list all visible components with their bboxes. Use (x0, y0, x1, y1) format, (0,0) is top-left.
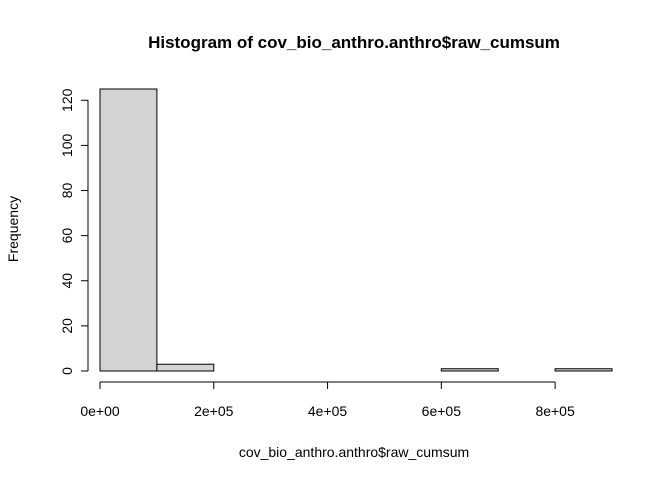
histogram-bar (440, 368, 499, 372)
x-axis: 0e+00 2e+05 4e+05 6e+05 8e+05 (80, 381, 575, 419)
x-tick-label: 0e+00 (80, 403, 120, 419)
x-tick-label: 4e+05 (308, 403, 348, 419)
y-axis: 0 20 40 60 80 100 120 (59, 88, 89, 375)
y-axis-label: Frequency (5, 196, 21, 262)
y-tick-label: 0 (59, 367, 75, 375)
bars-group (99, 88, 613, 372)
histogram-bar (99, 88, 158, 372)
y-tick-label: 80 (59, 183, 75, 199)
x-tick-label: 8e+05 (535, 403, 575, 419)
histogram-bar (156, 363, 215, 372)
x-tick-label: 2e+05 (194, 403, 234, 419)
y-tick-label: 120 (59, 88, 75, 112)
histogram-bar (554, 368, 613, 372)
y-tick-label: 60 (59, 228, 75, 244)
y-tick-label: 20 (59, 318, 75, 334)
x-tick-label: 6e+05 (422, 403, 462, 419)
x-axis-label: cov_bio_anthro.anthro$raw_cumsum (239, 444, 469, 460)
chart-title: Histogram of cov_bio_anthro.anthro$raw_c… (148, 33, 560, 52)
y-tick-label: 40 (59, 273, 75, 289)
y-tick-label: 100 (59, 134, 75, 158)
